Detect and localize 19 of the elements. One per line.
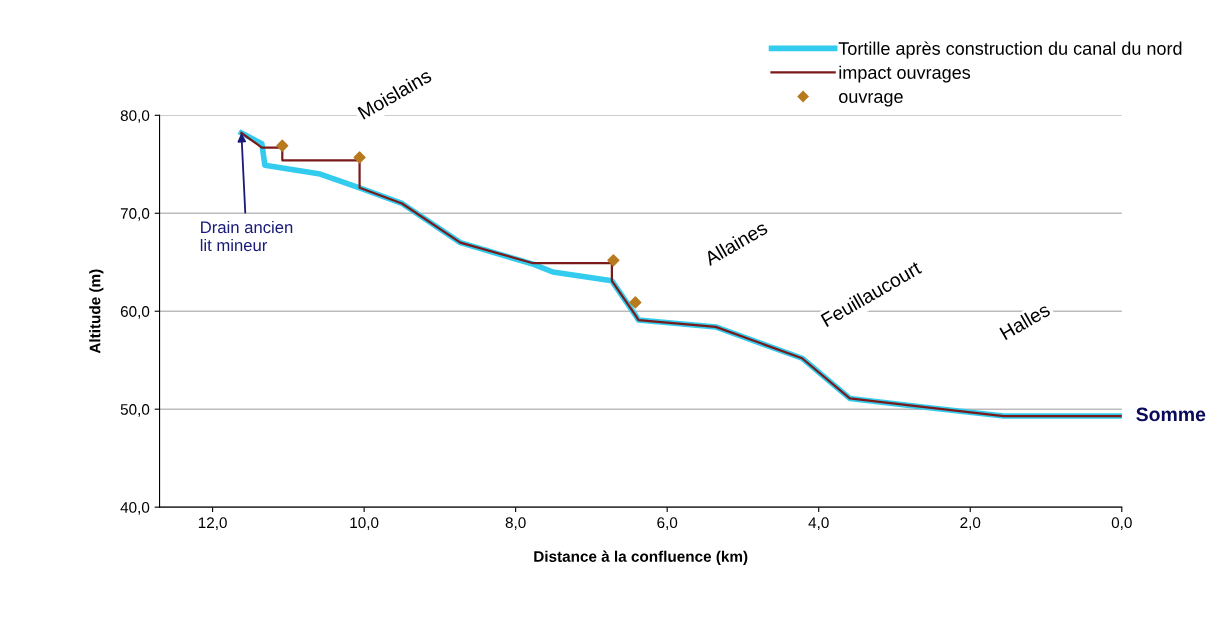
x-tick-label: 4,0	[808, 517, 829, 530]
x-tick-label: 12,0	[198, 517, 227, 530]
legend-label: ouvrage	[839, 93, 903, 107]
y-tick-label: 40,0	[120, 502, 150, 515]
x-tick-label: 0,0	[1111, 517, 1132, 530]
x-tick-label: 2,0	[960, 517, 981, 530]
y-axis-title: Altitude (m)	[89, 269, 104, 354]
annotation: Somme	[1136, 407, 1206, 422]
x-tick-label: 8,0	[505, 517, 526, 530]
y-tick-label: 80,0	[120, 110, 150, 123]
y-tick-label: 60,0	[120, 306, 150, 319]
y-tick-label: 70,0	[120, 208, 150, 221]
legend-label: impact ouvrages	[839, 65, 971, 83]
y-tick-label: 50,0	[120, 404, 150, 417]
annotation: Drain ancien lit mineur	[200, 220, 293, 252]
x-tick-label: 6,0	[657, 517, 678, 530]
legend-label: Tortille après construction du canal du nord	[838, 41, 1182, 59]
x-axis-title: Distance à la confluence (km)	[534, 550, 748, 565]
x-tick-label: 10,0	[350, 517, 379, 530]
